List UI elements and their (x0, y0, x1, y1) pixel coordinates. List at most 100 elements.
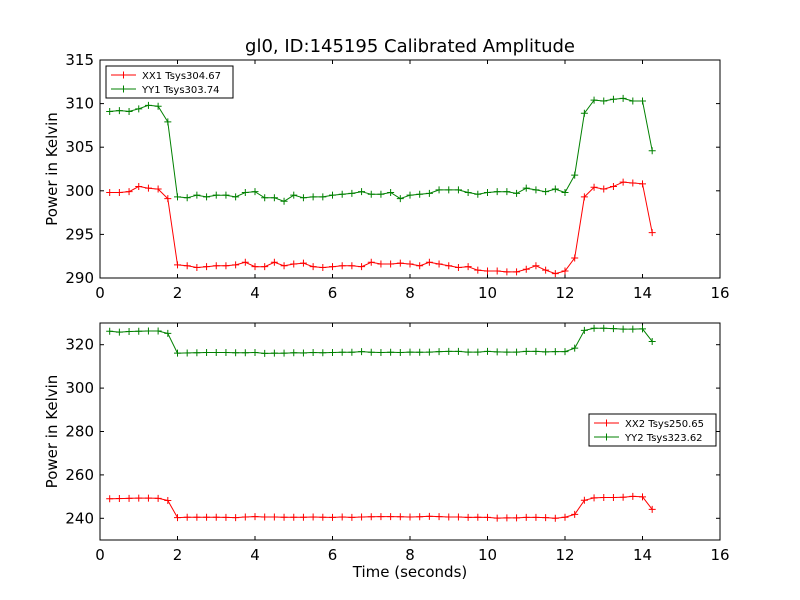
data-point-marker (203, 193, 211, 201)
y-tick-label: 315 (65, 51, 94, 69)
data-point-marker (348, 348, 356, 356)
data-point-marker (106, 327, 114, 335)
y-tick-label: 320 (65, 336, 94, 354)
x-tick-label: 16 (710, 284, 729, 302)
data-point-marker (270, 194, 278, 202)
data-point-marker (445, 186, 453, 194)
data-point-marker (319, 264, 327, 272)
data-point-marker (377, 260, 385, 268)
data-point-marker (542, 266, 550, 274)
series-line-2 (109, 97, 653, 202)
legend-entry-label: XX2 Tsys250.65 (625, 419, 704, 430)
data-point-marker (261, 513, 269, 521)
data-point-marker (532, 347, 540, 355)
data-point-marker (387, 513, 395, 521)
x-tick-label: 6 (328, 546, 338, 564)
x-tick-label: 2 (173, 546, 183, 564)
data-point-marker (464, 189, 472, 197)
data-point-marker (639, 180, 646, 188)
data-point-marker (358, 263, 366, 271)
x-tick-label: 8 (405, 546, 415, 564)
y-tick-label: 305 (65, 138, 94, 156)
data-point-marker (629, 179, 637, 187)
data-point-marker (174, 261, 181, 269)
data-point-marker (222, 262, 230, 270)
data-point-marker (493, 348, 501, 356)
data-point-marker (280, 349, 288, 357)
data-point-marker (164, 195, 172, 203)
legend-marker (603, 433, 610, 441)
data-point-marker (232, 261, 240, 269)
data-point-marker (416, 348, 424, 356)
data-point-marker (115, 107, 123, 115)
data-point-marker (425, 512, 433, 520)
data-point-marker (280, 262, 288, 270)
data-point-marker (580, 496, 588, 504)
data-point-marker (522, 265, 530, 273)
data-point-marker (125, 494, 133, 502)
data-point-marker (251, 513, 259, 521)
data-point-marker (154, 102, 162, 110)
data-point-marker (629, 492, 637, 500)
data-point-marker (493, 188, 501, 196)
data-point-marker (571, 254, 579, 262)
y-tick-label: 280 (65, 423, 94, 441)
data-point-marker (522, 347, 530, 355)
data-point-marker (106, 189, 114, 197)
data-point-marker (106, 107, 114, 115)
data-point-marker (600, 324, 608, 332)
data-point-marker (406, 260, 414, 268)
data-point-marker (416, 262, 424, 270)
data-point-marker (503, 514, 511, 522)
top-axes: 0 2 4 6 8 10 12 14 16 290 295 300 305 310 315 Power in … (43, 51, 730, 302)
data-point-marker (338, 190, 346, 198)
data-point-marker (212, 349, 220, 357)
figure-title: gl0, ID:145195 Calibrated Amplitude (245, 36, 575, 57)
data-point-marker (338, 262, 346, 270)
data-point-marker (251, 349, 259, 357)
data-point-marker (193, 349, 201, 357)
data-point-marker (338, 513, 346, 521)
data-point-marker (174, 514, 181, 522)
data-point-marker (319, 349, 327, 357)
data-point-marker (396, 349, 404, 357)
legend: XX1 Tsys304.67 YY1 Tsys303.74 (105, 65, 234, 99)
data-point-marker (522, 184, 530, 192)
data-point-marker (251, 188, 259, 196)
data-point-marker (270, 513, 278, 521)
data-point-marker (522, 513, 530, 521)
data-point-marker (474, 266, 482, 274)
data-point-marker (193, 264, 201, 272)
data-point-marker (115, 495, 123, 503)
data-point-marker (629, 325, 637, 333)
data-point-marker (299, 194, 307, 202)
data-point-marker (387, 348, 395, 356)
data-point-marker (639, 97, 646, 105)
data-point-marker (435, 348, 443, 356)
data-point-marker (503, 188, 511, 196)
data-point-marker (329, 349, 336, 357)
data-point-marker (193, 191, 201, 199)
data-point-marker (396, 259, 404, 267)
data-point-marker (290, 513, 298, 521)
data-point-marker (648, 505, 656, 513)
data-point-marker (484, 189, 491, 197)
legend-marker (603, 419, 610, 427)
data-point-marker (513, 268, 521, 276)
data-point-marker (551, 348, 559, 356)
data-point-marker (280, 197, 288, 205)
data-point-marker (425, 189, 433, 197)
data-point-marker (348, 513, 356, 521)
data-point-marker (648, 337, 656, 345)
data-point-marker (561, 267, 569, 275)
data-point-marker (290, 191, 298, 199)
data-point-marker (484, 347, 491, 355)
data-point-marker (222, 191, 230, 199)
legend-box (588, 413, 717, 447)
data-point-marker (474, 513, 482, 521)
data-point-marker (619, 493, 627, 501)
data-point-marker (125, 327, 133, 335)
data-point-marker (561, 348, 569, 356)
bottom-axes: 0 2 4 6 8 10 12 14 16 240 260 280 300 320 Power in Kel… (43, 322, 730, 581)
data-point-marker (319, 513, 327, 521)
